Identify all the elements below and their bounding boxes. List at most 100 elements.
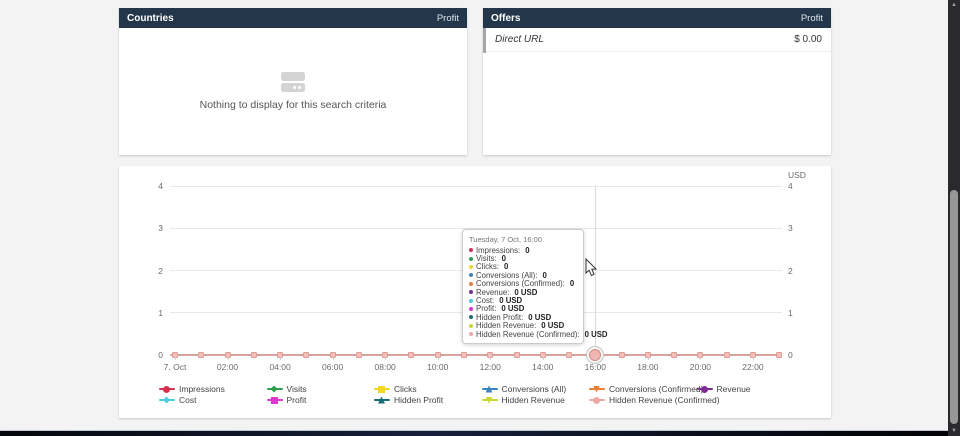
legend-item-label: Profit <box>286 395 307 405</box>
tooltip-item-label: Visits: <box>476 254 497 264</box>
scrollbar-thumb[interactable] <box>950 190 958 424</box>
data-point-marker[interactable] <box>723 352 730 358</box>
legend-series-marker-icon <box>159 396 175 405</box>
offer-row[interactable]: Direct URL $ 0.00 <box>483 28 831 52</box>
tooltip-item: Profit: 0 USD <box>469 304 577 314</box>
series-color-bullet <box>469 248 473 253</box>
y-axis-label-right: 0 <box>788 350 793 360</box>
data-point-marker[interactable] <box>408 352 415 358</box>
countries-panel: Countries Profit Nothing to display for … <box>119 8 467 155</box>
series-color-bullet <box>469 306 473 311</box>
tooltip-item-value: 0 <box>542 270 547 280</box>
legend-item[interactable]: Conversions (Confirmed) <box>589 384 703 394</box>
data-point-marker[interactable] <box>671 352 678 358</box>
hovered-point-marker[interactable] <box>589 349 602 361</box>
legend-item[interactable]: Profit <box>266 395 375 405</box>
tooltip-item-label: Hidden Revenue: <box>476 321 537 331</box>
legend-series-marker-icon <box>481 385 498 394</box>
tooltip-item-label: Revenue: <box>476 287 510 297</box>
tooltip-item: Hidden Revenue (Confirmed): 0 USD <box>469 329 608 339</box>
x-axis-tick <box>437 356 439 360</box>
legend-item[interactable]: Hidden Profit <box>374 395 482 405</box>
gridline <box>170 227 782 229</box>
data-point-marker[interactable] <box>776 352 783 358</box>
tooltip-item-label: Cost: <box>476 296 495 306</box>
vertical-scrollbar[interactable]: ▲ ▼ <box>948 0 960 436</box>
series-color-bullet <box>469 298 473 303</box>
series-color-bullet <box>469 256 473 261</box>
empty-state-message: Nothing to display for this search crite… <box>199 99 387 111</box>
legend-series-marker-icon <box>589 385 605 394</box>
data-point-marker[interactable] <box>460 352 467 358</box>
y-axis-label-left: 1 <box>158 307 163 318</box>
x-axis-label: 20:00 <box>689 362 712 372</box>
mouse-cursor <box>585 258 597 277</box>
data-point-marker[interactable] <box>303 352 310 358</box>
tooltip-item-label: Profit: <box>476 304 497 314</box>
tooltip-item-value: 0 USD <box>541 321 565 331</box>
x-axis-label: 02:00 <box>216 362 239 372</box>
x-axis-tick <box>542 356 544 360</box>
tooltip-item: Hidden Revenue: 0 USD <box>469 321 577 331</box>
tooltip-item-label: Hidden Revenue (Confirmed): <box>476 329 580 339</box>
x-axis-tick <box>227 356 229 360</box>
legend-series-marker-icon <box>266 396 283 405</box>
offers-panel-header: Offers Profit <box>483 8 831 28</box>
offer-name: Direct URL <box>495 34 544 45</box>
legend-item-label: Conversions (Confirmed) <box>609 384 704 394</box>
legend-item[interactable]: Hidden Revenue (Confirmed) <box>589 395 720 405</box>
data-point-marker[interactable] <box>355 352 362 358</box>
window-bottom-edge <box>0 430 960 436</box>
offers-scrollbar-thumb[interactable] <box>483 28 486 53</box>
x-axis-zero-line <box>170 354 782 356</box>
tooltip-item: Hidden Profit: 0 USD <box>469 313 577 322</box>
tooltip-item-label: Clicks: <box>476 262 499 272</box>
tooltip-item-value: 0 <box>525 245 530 255</box>
x-axis-tick <box>385 356 387 360</box>
offer-profit-value: $ 0.00 <box>794 34 822 45</box>
tooltip-title: Tuesday, 7 Oct, 16:00 <box>469 235 542 244</box>
data-point-marker[interactable] <box>250 352 257 358</box>
data-point-marker[interactable] <box>618 352 625 358</box>
tooltip-item-value: 0 USD <box>514 287 538 297</box>
legend-series-marker-icon <box>589 396 605 405</box>
tooltip-item: Revenue: 0 USD <box>469 287 577 297</box>
x-axis-label: 14:00 <box>532 362 554 372</box>
legend-item[interactable]: Impressions <box>159 384 267 394</box>
data-point-marker[interactable] <box>513 352 520 358</box>
x-axis-label: 18:00 <box>637 362 659 372</box>
legend-item[interactable]: Clicks <box>374 384 482 394</box>
legend-item[interactable]: Hidden Revenue <box>481 395 590 405</box>
tooltip-item: Clicks: 0 <box>469 262 577 272</box>
scrollbar-up-arrow-icon[interactable]: ▲ <box>951 2 957 8</box>
y-axis-label-right: 3 <box>788 223 793 234</box>
y-axis-label-left: 0 <box>158 350 163 360</box>
x-axis-tick <box>280 356 282 360</box>
x-axis-tick <box>175 356 176 360</box>
legend-item-label: Hidden Revenue (Confirmed) <box>609 395 720 405</box>
tooltip-item: Conversions (All): 0 <box>469 270 577 280</box>
legend-item[interactable]: Cost <box>159 395 267 405</box>
x-axis-label: 12:00 <box>479 362 501 372</box>
tooltip-item-value: 0 USD <box>501 304 525 314</box>
series-color-bullet <box>469 315 473 320</box>
empty-list-icon-bar <box>281 72 305 81</box>
y-axis-unit-label: USD <box>788 170 806 180</box>
tooltip-item: Impressions: 0 <box>469 245 577 255</box>
empty-list-icon <box>281 72 305 92</box>
series-color-bullet <box>469 323 473 328</box>
scrollbar-down-arrow-icon[interactable]: ▼ <box>951 428 957 434</box>
tooltip-item: Visits: 0 <box>469 254 577 264</box>
legend-series-marker-icon <box>696 385 713 394</box>
data-point-marker[interactable] <box>198 352 205 358</box>
tooltip-item-value: 0 <box>501 254 506 264</box>
legend-item[interactable]: Conversions (All) <box>481 384 590 394</box>
data-point-marker[interactable] <box>566 352 573 358</box>
legend-item[interactable]: Revenue <box>696 384 805 394</box>
y-axis-label-left: 2 <box>158 265 163 276</box>
legend-item[interactable]: Visits <box>266 384 375 394</box>
legend-series-marker-icon <box>374 396 390 405</box>
legend-item-label: Hidden Revenue <box>501 395 565 405</box>
tooltip-item-value: 0 USD <box>499 296 523 306</box>
tooltip-item-label: Impressions: <box>476 245 521 255</box>
